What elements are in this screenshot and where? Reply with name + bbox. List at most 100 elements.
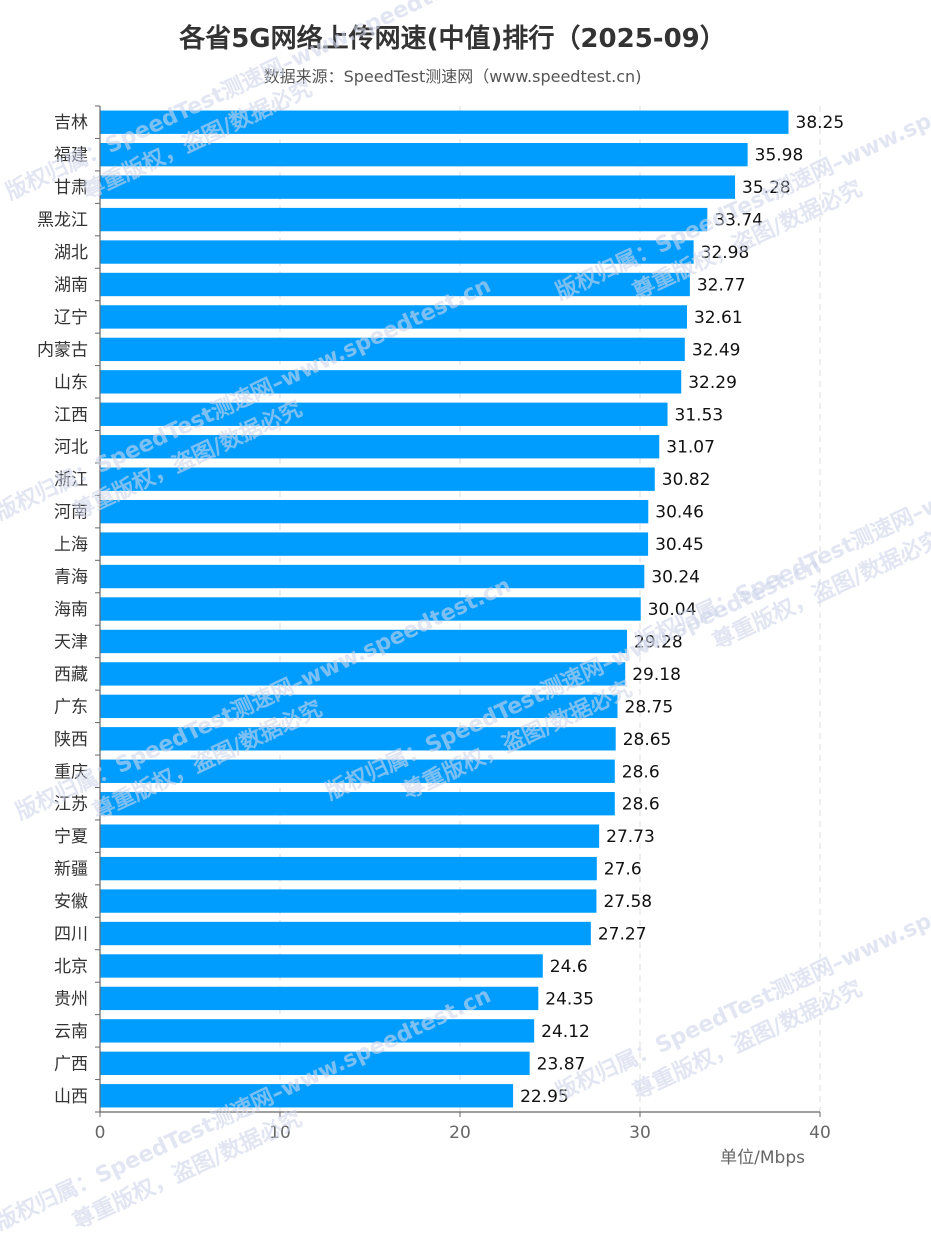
category-label: 安徽 bbox=[54, 892, 88, 912]
category-label: 河南 bbox=[54, 503, 88, 523]
value-label: 32.98 bbox=[701, 243, 750, 263]
bar-6 bbox=[100, 305, 687, 329]
bar-2 bbox=[100, 175, 736, 199]
bar-13 bbox=[100, 532, 649, 556]
value-label: 32.49 bbox=[692, 340, 741, 360]
category-label: 云南 bbox=[54, 1022, 88, 1042]
value-label: 30.82 bbox=[662, 470, 711, 490]
value-label: 31.53 bbox=[675, 405, 724, 425]
category-label: 内蒙古 bbox=[37, 340, 88, 360]
value-label: 24.35 bbox=[545, 989, 594, 1009]
category-label: 湖北 bbox=[54, 243, 88, 263]
bar-26 bbox=[100, 954, 543, 978]
bar-8 bbox=[100, 370, 682, 394]
value-label: 35.98 bbox=[755, 146, 804, 166]
bar-28 bbox=[100, 1019, 535, 1043]
value-label: 24.6 bbox=[550, 957, 588, 977]
bars bbox=[100, 110, 789, 1108]
bar-15 bbox=[100, 597, 641, 621]
value-label: 27.73 bbox=[606, 827, 655, 847]
value-label: 23.87 bbox=[537, 1054, 586, 1074]
category-label: 海南 bbox=[54, 600, 88, 620]
category-label: 山西 bbox=[54, 1087, 88, 1107]
x-tick-label: 20 bbox=[449, 1123, 471, 1143]
category-label: 河北 bbox=[54, 438, 88, 458]
value-label: 35.28 bbox=[742, 178, 791, 198]
category-label: 湖南 bbox=[54, 275, 88, 295]
chart-subtitle: 数据来源：SpeedTest测速网（www.speedtest.cn) bbox=[263, 67, 642, 86]
category-label: 甘肃 bbox=[54, 178, 88, 198]
value-label: 32.77 bbox=[697, 275, 746, 295]
value-label: 27.58 bbox=[603, 892, 652, 912]
bar-17 bbox=[100, 662, 626, 686]
category-label: 山东 bbox=[54, 373, 88, 393]
labels: 0 10 20 30 40 吉林 38.25 福建 35.98 甘肃 35.28 黑龙江 33.74 湖北… bbox=[37, 113, 844, 1168]
bar-24 bbox=[100, 889, 597, 913]
category-label: 天津 bbox=[54, 632, 88, 652]
category-label: 北京 bbox=[54, 957, 88, 977]
value-label: 27.27 bbox=[598, 925, 647, 945]
value-label: 32.29 bbox=[688, 373, 737, 393]
category-label: 西藏 bbox=[54, 665, 88, 685]
category-label: 吉林 bbox=[54, 113, 88, 133]
bar-5 bbox=[100, 272, 690, 297]
bar-19 bbox=[100, 727, 616, 751]
bar-30 bbox=[100, 1084, 514, 1108]
value-label: 27.6 bbox=[604, 860, 642, 880]
value-label: 22.95 bbox=[520, 1087, 569, 1107]
bar-16 bbox=[100, 629, 628, 654]
x-tick-label: 40 bbox=[809, 1123, 831, 1143]
category-label: 四川 bbox=[54, 925, 88, 945]
value-label: 31.07 bbox=[666, 438, 715, 458]
axes bbox=[95, 105, 821, 1117]
value-label: 29.28 bbox=[634, 632, 683, 652]
category-label: 重庆 bbox=[54, 762, 88, 782]
category-label: 黑龙江 bbox=[37, 211, 88, 231]
value-label: 38.25 bbox=[796, 113, 845, 133]
value-label: 28.65 bbox=[623, 730, 672, 750]
category-label: 江苏 bbox=[54, 795, 88, 815]
x-axis-unit-label: 单位/Mbps bbox=[720, 1148, 805, 1168]
bar-4 bbox=[100, 240, 694, 264]
bar-7 bbox=[100, 337, 685, 362]
bar-11 bbox=[100, 467, 655, 491]
watermark-line1: 版权归属：SpeedTest测速网–www.speedtest.cn bbox=[552, 852, 931, 1105]
category-label: 广东 bbox=[54, 697, 88, 717]
bar-23 bbox=[100, 856, 597, 881]
category-label: 广西 bbox=[54, 1054, 88, 1074]
category-label: 江西 bbox=[54, 405, 88, 425]
value-label: 24.12 bbox=[541, 1022, 590, 1042]
value-label: 30.04 bbox=[648, 600, 697, 620]
value-label: 30.24 bbox=[651, 568, 700, 588]
bar-29 bbox=[100, 1051, 530, 1076]
bar-14 bbox=[100, 564, 645, 589]
category-label: 新疆 bbox=[54, 860, 88, 880]
bar-22 bbox=[100, 824, 600, 848]
value-label: 29.18 bbox=[632, 665, 681, 685]
value-label: 30.46 bbox=[655, 503, 704, 523]
category-label: 宁夏 bbox=[54, 827, 88, 847]
bar-9 bbox=[100, 402, 668, 426]
value-label: 28.6 bbox=[622, 762, 660, 782]
category-label: 浙江 bbox=[54, 470, 88, 490]
bar-0 bbox=[100, 110, 789, 134]
x-tick-label: 30 bbox=[629, 1123, 651, 1143]
bar-1 bbox=[100, 142, 748, 167]
value-label: 28.6 bbox=[622, 795, 660, 815]
category-label: 陕西 bbox=[54, 730, 88, 750]
x-tick-label: 0 bbox=[95, 1123, 106, 1143]
value-label: 33.74 bbox=[714, 211, 763, 231]
bar-25 bbox=[100, 921, 591, 946]
x-tick-label: 10 bbox=[269, 1123, 291, 1143]
category-label: 贵州 bbox=[54, 989, 88, 1009]
bar-18 bbox=[100, 694, 618, 719]
category-label: 上海 bbox=[54, 535, 88, 555]
bar-21 bbox=[100, 792, 615, 816]
value-label: 30.45 bbox=[655, 535, 704, 555]
value-label: 28.75 bbox=[625, 697, 674, 717]
category-label: 辽宁 bbox=[54, 308, 88, 328]
category-label: 青海 bbox=[54, 568, 88, 588]
value-label: 32.61 bbox=[694, 308, 743, 328]
category-label: 福建 bbox=[54, 146, 88, 166]
